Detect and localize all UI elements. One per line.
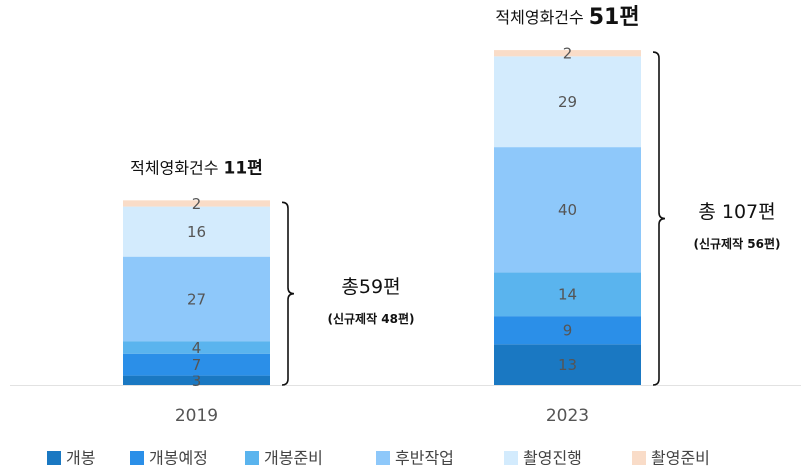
- annotation-count: 51편: [589, 5, 640, 30]
- bar-segment: [123, 375, 270, 385]
- data-label: 7: [192, 356, 202, 374]
- legend-label: 개봉예정: [149, 449, 208, 468]
- annotation-count: 11편: [224, 158, 263, 178]
- legend-swatch: [632, 451, 646, 465]
- legend-swatch: [47, 451, 61, 465]
- legend-label: 촬영준비: [651, 449, 710, 468]
- data-label: 27: [187, 290, 206, 308]
- annotation-title: 적체영화건수 11편: [130, 158, 263, 179]
- bar-segment: [123, 341, 270, 354]
- bar-segment: [494, 272, 641, 317]
- bar-segment: [494, 316, 641, 345]
- x-tick-label: 2019: [175, 406, 218, 426]
- legend-swatch: [504, 451, 518, 465]
- total-label: 총59편: [341, 276, 400, 298]
- bar-segment: [123, 353, 270, 376]
- data-label: 40: [558, 201, 577, 219]
- data-label: 2: [192, 195, 202, 213]
- data-label: 4: [192, 339, 202, 357]
- total-detail: (신규제작 56편): [693, 236, 780, 251]
- annotation-title: 적체영화건수 51편: [495, 5, 639, 30]
- bar-segment: [123, 200, 270, 207]
- data-label: 2: [563, 45, 573, 63]
- legend-label: 개봉: [66, 449, 95, 468]
- bar-segment: [494, 344, 641, 385]
- data-label: 14: [558, 286, 577, 304]
- legend-swatch: [245, 451, 259, 465]
- x-tick-label: 2023: [546, 406, 589, 426]
- bracket: [281, 201, 295, 386]
- legend-label: 후반작업: [395, 449, 454, 468]
- data-label: 3: [192, 372, 202, 390]
- data-label: 29: [558, 93, 577, 111]
- total-detail: (신규제작 48편): [327, 311, 414, 326]
- bar-segment: [494, 147, 641, 273]
- bar-segment: [123, 206, 270, 257]
- legend-label: 촬영진행: [523, 449, 582, 468]
- legend-swatch: [130, 451, 144, 465]
- annotation-prefix: 적체영화건수: [495, 8, 583, 27]
- data-label: 13: [558, 356, 577, 374]
- bracket: [652, 51, 666, 386]
- bar-segment: [494, 56, 641, 148]
- data-label: 9: [563, 322, 573, 340]
- legend-label: 개봉준비: [264, 449, 323, 468]
- annotation-prefix: 적체영화건수: [130, 158, 218, 177]
- data-label: 16: [187, 223, 206, 241]
- total-label: 총 107편: [698, 201, 775, 223]
- bar-segment: [123, 256, 270, 342]
- bar-segment: [494, 50, 641, 57]
- legend-swatch: [376, 451, 390, 465]
